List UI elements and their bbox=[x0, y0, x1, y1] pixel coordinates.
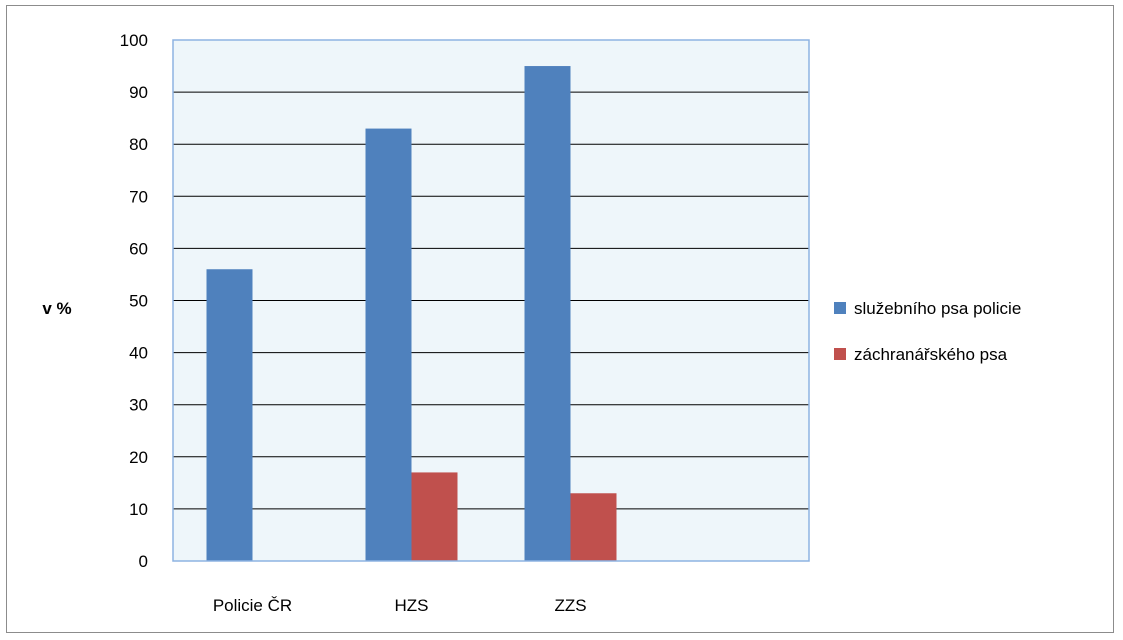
legend-swatch bbox=[834, 348, 846, 360]
bar-police-dog-2 bbox=[524, 66, 571, 562]
legend: služebního psa policie záchranářského psa bbox=[834, 299, 1021, 364]
plot-border bbox=[172, 39, 810, 562]
y-tick-label: 0 bbox=[139, 552, 148, 571]
y-tick-label: 10 bbox=[129, 500, 148, 519]
y-tick-label: 80 bbox=[129, 135, 148, 154]
legend-label: záchranářského psa bbox=[854, 345, 1008, 364]
gridlines bbox=[173, 91, 809, 562]
bar-police-dog-1 bbox=[365, 128, 412, 561]
y-tick-label: 90 bbox=[129, 83, 148, 102]
legend-label: služebního psa policie bbox=[854, 299, 1021, 318]
x-tick-labels: Policie ČR HZS ZZS bbox=[213, 596, 587, 615]
bar-rescue-dog-2 bbox=[570, 493, 617, 561]
bar-rescue-dog-1 bbox=[411, 472, 458, 561]
y-tick-labels: 0 10 20 30 40 50 60 70 80 90 100 bbox=[120, 31, 148, 571]
y-tick-label: 20 bbox=[129, 448, 148, 467]
y-tick-label: 50 bbox=[129, 292, 148, 311]
legend-swatch bbox=[834, 302, 846, 314]
x-tick-label: HZS bbox=[395, 596, 429, 615]
y-tick-label: 100 bbox=[120, 31, 148, 50]
y-axis-label: v % bbox=[42, 299, 71, 318]
x-tick-label: ZZS bbox=[554, 596, 586, 615]
bar-police-dog-0 bbox=[206, 269, 253, 561]
x-tick-label: Policie ČR bbox=[213, 596, 292, 615]
y-tick-label: 60 bbox=[129, 239, 148, 258]
y-tick-label: 40 bbox=[129, 344, 148, 363]
y-tick-label: 70 bbox=[129, 187, 148, 206]
bars bbox=[206, 66, 617, 562]
y-tick-label: 30 bbox=[129, 396, 148, 415]
